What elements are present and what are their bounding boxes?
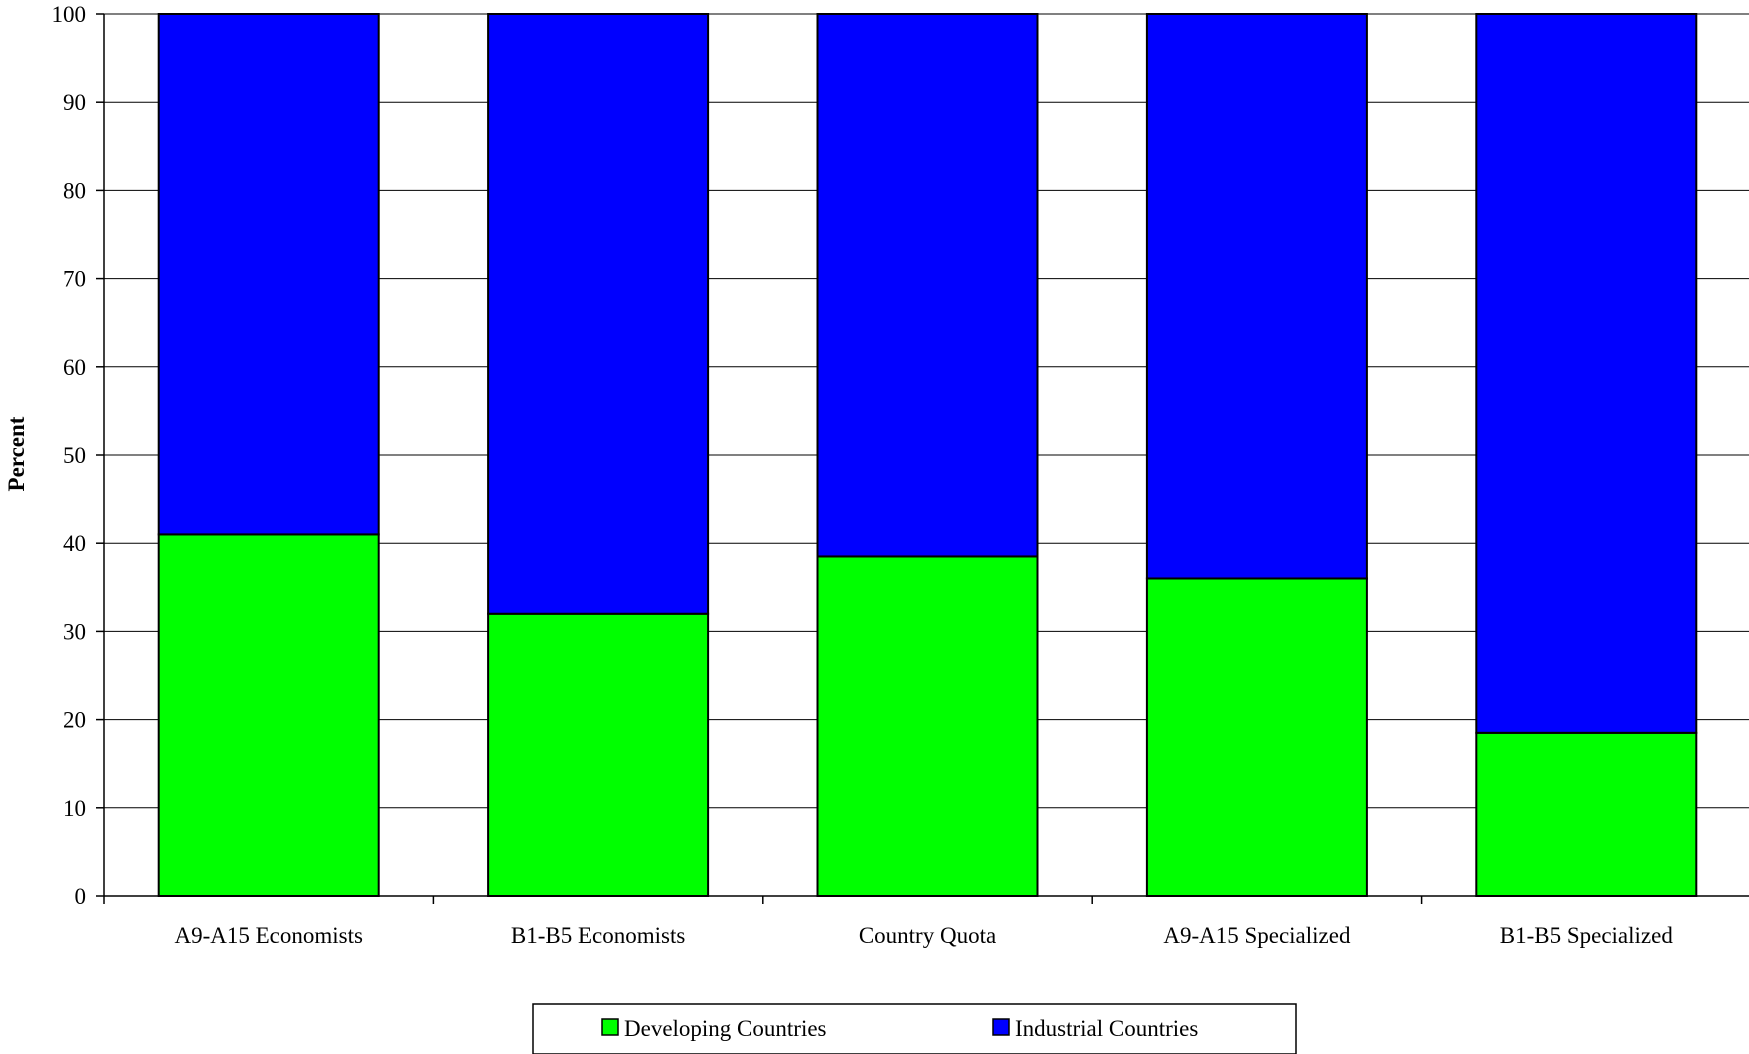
bar-developing bbox=[1475, 731, 1698, 898]
bar-industrial bbox=[1475, 13, 1698, 734]
bar-developing bbox=[487, 612, 710, 897]
bar-developing bbox=[816, 555, 1039, 897]
y-tick-label: 30 bbox=[63, 619, 86, 644]
y-tick-label: 40 bbox=[63, 531, 86, 556]
bar-developing bbox=[157, 533, 380, 897]
y-axis-title: Percent bbox=[4, 416, 29, 491]
y-tick-label: 70 bbox=[63, 267, 86, 292]
x-tick-label: B1-B5 Specialized bbox=[1500, 923, 1674, 948]
legend-swatch bbox=[601, 1018, 619, 1036]
legend-swatch bbox=[992, 1018, 1010, 1036]
y-tick-label: 100 bbox=[52, 2, 87, 27]
y-tick-label: 0 bbox=[75, 884, 87, 909]
y-tick-label: 20 bbox=[63, 708, 86, 733]
bar-developing bbox=[1145, 577, 1368, 897]
bar-industrial bbox=[487, 13, 710, 615]
y-tick-label: 80 bbox=[63, 178, 86, 203]
bars bbox=[157, 13, 1698, 898]
x-tick-label: A9-A15 Economists bbox=[174, 923, 363, 948]
x-tick-label: A9-A15 Specialized bbox=[1163, 923, 1351, 948]
x-tick-labels: A9-A15 Economists B1-B5 Economists Country… bbox=[174, 923, 1673, 948]
y-tick-label: 50 bbox=[63, 443, 86, 468]
y-tick-label: 60 bbox=[63, 355, 86, 380]
axes bbox=[96, 13, 1749, 904]
x-tick-label: Country Quota bbox=[859, 923, 996, 948]
bar-industrial bbox=[816, 13, 1039, 558]
bar-industrial bbox=[1145, 13, 1368, 580]
y-tick-labels: 0 10 20 30 40 50 60 70 80 90 100 bbox=[52, 2, 87, 909]
legend-label: Industrial Countries bbox=[1015, 1016, 1198, 1041]
y-tick-label: 10 bbox=[63, 796, 86, 821]
bar-industrial bbox=[157, 13, 380, 536]
y-tick-label: 90 bbox=[63, 90, 86, 115]
legend: Developing Countries Industrial Countries bbox=[532, 1003, 1297, 1054]
legend-label: Developing Countries bbox=[624, 1016, 827, 1041]
x-tick-label: B1-B5 Economists bbox=[511, 923, 685, 948]
legend-box bbox=[532, 1003, 1297, 1054]
